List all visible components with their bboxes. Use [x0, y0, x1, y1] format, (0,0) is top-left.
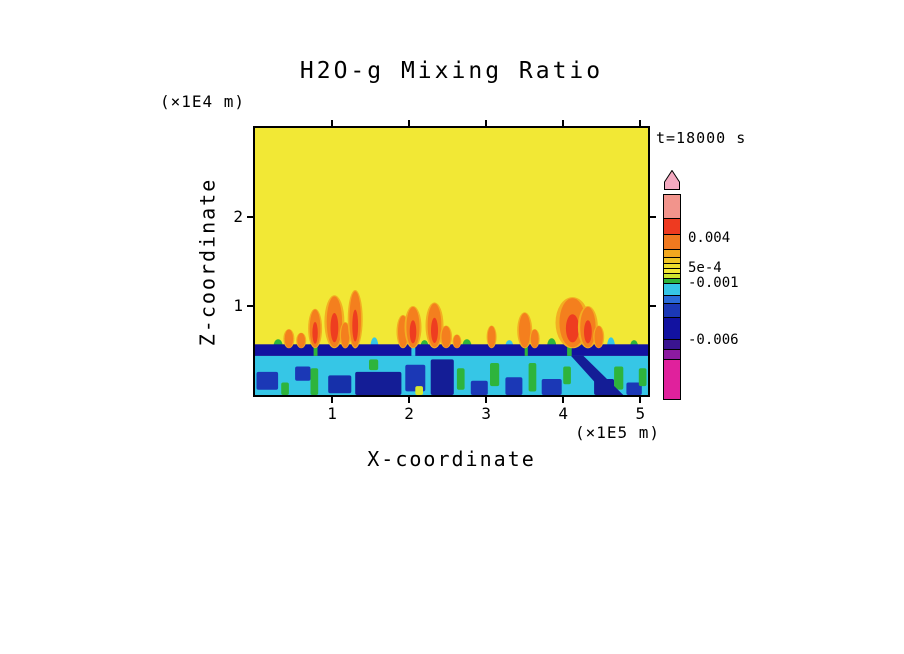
y-axis-tick: [247, 305, 253, 307]
field-patch: [456, 368, 465, 390]
band-streak: [567, 344, 572, 356]
colorbar-segment: [663, 234, 681, 250]
y-axis-units: (×1E4 m): [160, 92, 246, 111]
x-axis-tick-top: [485, 120, 488, 126]
x-axis-label: X-coordinate: [367, 447, 536, 471]
colorbar-segment: [663, 268, 681, 274]
thermal-plume: [341, 322, 350, 348]
colorbar-segments-svg: [663, 194, 681, 400]
band-streak: [313, 344, 318, 356]
x-tick-label: 2: [404, 404, 414, 423]
thermal-plume: [284, 329, 294, 348]
field-patch: [470, 380, 488, 395]
field-patch: [614, 366, 624, 390]
x-tick-label: 1: [327, 404, 337, 423]
y-tick-label: 2: [233, 207, 243, 226]
x-tick-label: 5: [635, 404, 646, 423]
thermal-plume: [487, 326, 496, 348]
x-axis-tick-top: [408, 120, 411, 126]
y-axis-tick-right: [650, 305, 656, 307]
field-patch: [355, 371, 402, 395]
field-diagonal-streak: [570, 355, 624, 395]
field-patch: [256, 371, 279, 390]
x-axis-tick: [639, 397, 642, 403]
field-patch: [430, 359, 454, 395]
x-axis-units: (×1E5 m): [574, 423, 660, 442]
thermal-plume-core: [584, 320, 592, 344]
x-axis-tick: [485, 397, 488, 403]
colorbar-bar: [663, 194, 681, 404]
field-patch: [563, 366, 571, 385]
field-patch: [638, 368, 647, 387]
y-tick-label: 1: [233, 296, 243, 315]
field-patch: [490, 363, 500, 387]
field-patch: [328, 375, 352, 394]
field-svg: [255, 128, 648, 395]
field-patch: [369, 359, 379, 371]
thermal-plume: [530, 329, 539, 348]
thermal-plume-core: [565, 314, 580, 343]
chart-title: H2O-g Mixing Ratio: [299, 58, 604, 84]
colorbar-tick-label: -0.001: [688, 275, 739, 292]
colorbar-segment: [663, 273, 681, 279]
colorbar-segment: [663, 194, 681, 219]
field-patch: [415, 386, 423, 395]
x-axis-tick-top: [331, 120, 334, 126]
band-streak: [411, 344, 416, 356]
thermal-plume-core: [330, 313, 339, 343]
thermal-plume-core: [352, 309, 359, 342]
y-axis-tick: [247, 216, 253, 218]
field-patch: [505, 377, 523, 395]
colorbar-segment: [663, 317, 681, 340]
y-axis-tick-right: [650, 216, 656, 218]
colorbar-segment: [663, 295, 681, 304]
colorbar-segment: [663, 339, 681, 350]
colorbar-tick-label: -0.006: [688, 331, 739, 348]
colorbar-segment: [663, 349, 681, 360]
colorbar-segment: [663, 359, 681, 400]
colorbar-tick-label: 0.004: [688, 230, 731, 247]
field-patch: [281, 382, 289, 395]
x-tick-label: 4: [558, 404, 569, 423]
field-patch: [626, 382, 642, 395]
thermal-plume-core: [431, 317, 438, 343]
x-axis-tick-top: [639, 120, 642, 126]
plot-area: [253, 126, 650, 397]
thermal-plume-core: [312, 322, 318, 344]
inversion-band: [255, 344, 648, 356]
colorbar: [663, 169, 681, 404]
thermal-plume: [297, 333, 306, 348]
colorbar-segment: [663, 278, 681, 284]
field-patch: [310, 368, 319, 395]
x-axis-tick: [331, 397, 334, 403]
colorbar-segment: [663, 218, 681, 235]
x-tick-label: 3: [481, 404, 491, 423]
colorbar-segment: [663, 263, 681, 269]
colorbar-arrow-icon: [663, 169, 681, 194]
thermal-plume-core: [409, 320, 417, 344]
thermal-plume: [594, 326, 603, 348]
thermal-plume: [441, 326, 451, 348]
y-axis-label-wrap: Z-coordinate: [192, 128, 222, 395]
time-annotation: t=18000 s: [656, 129, 747, 147]
thermal-plume: [453, 334, 461, 348]
y-axis-label: Z-coordinate: [195, 177, 219, 346]
colorbar-tick-label: 5e-4: [688, 259, 722, 276]
thermal-plume: [518, 313, 531, 348]
colorbar-segment: [663, 283, 681, 296]
x-axis-tick-top: [562, 120, 565, 126]
colorbar-arrow-svg: [664, 169, 680, 190]
band-streak: [524, 344, 528, 356]
colorbar-segment: [663, 303, 681, 318]
field-patch: [405, 364, 426, 392]
colorbar-segment: [663, 257, 681, 264]
field-patch: [295, 366, 311, 381]
field-patch: [541, 379, 562, 395]
field-patch: [528, 363, 537, 392]
x-axis-tick: [562, 397, 565, 403]
x-axis-tick: [408, 397, 411, 403]
colorbar-segment: [663, 249, 681, 258]
